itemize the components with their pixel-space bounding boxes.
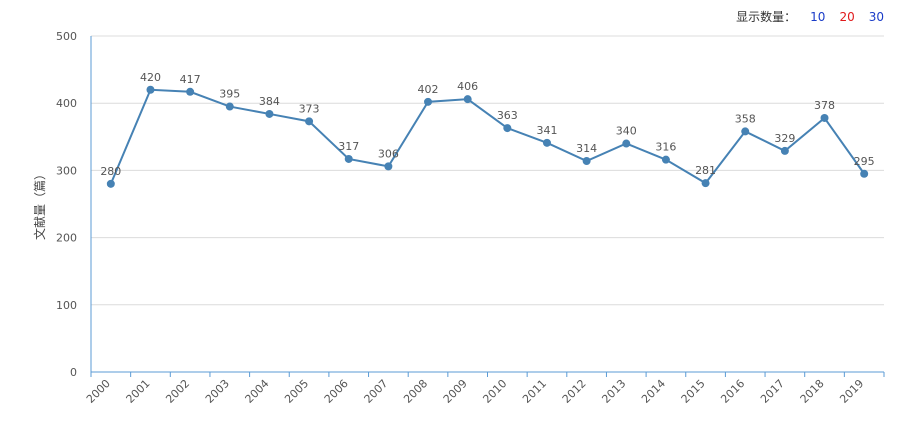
data-label: 280 [100,165,121,178]
data-point [265,109,274,118]
data-label: 358 [735,112,756,125]
x-tick-label: 2000 [84,377,113,406]
display-count-label: 显示数量： [736,10,797,24]
x-tick-label: 2017 [758,377,787,406]
x-tick-label: 2016 [718,377,747,406]
data-point [503,124,512,133]
data-label: 329 [774,132,795,145]
count-option-20[interactable]: 20 [839,9,855,24]
x-tick-label: 2013 [599,377,628,406]
y-tick-label: 400 [56,97,77,110]
data-point [701,179,710,188]
data-label: 420 [140,71,161,84]
y-tick-label: 500 [56,30,77,43]
data-label: 317 [338,140,359,153]
x-tick-label: 2011 [520,377,549,406]
display-count-control: 显示数量： 10 20 30 [736,8,884,25]
data-point [463,95,472,104]
data-point [582,156,591,165]
series [106,85,869,188]
y-axis-label: 文献量（篇） [32,168,47,240]
gridlines [91,35,884,306]
x-tick-label: 2001 [124,377,153,406]
x-tick-label: 2006 [322,377,351,406]
data-point [305,117,314,126]
series-line [109,88,865,185]
data-point [225,102,234,111]
x-tick-label: 2002 [163,377,192,406]
x-tick-label: 2015 [679,377,708,406]
y-tick-labels: 0 100 200 300 400 500 [56,30,77,379]
data-label: 402 [418,83,439,96]
data-label: 363 [497,109,518,122]
data-point [780,146,789,155]
data-label: 341 [536,124,557,137]
data-point [542,138,551,147]
count-option-30[interactable]: 30 [868,9,884,24]
data-label: 306 [378,147,399,160]
data-point [622,139,631,148]
x-tick-label: 2005 [282,377,311,406]
data-point [820,113,829,122]
x-tick-label: 2018 [798,377,827,406]
axes [90,36,885,377]
x-tick-label: 2019 [837,377,866,406]
data-labels: 280 420 417 395 384 373 317 306 402 406 363 341 314 3… [100,71,874,178]
data-label: 378 [814,99,835,112]
data-point [146,85,155,94]
y-tick-label: 0 [70,366,77,379]
data-label: 417 [180,73,201,86]
x-tick-label: 2012 [560,377,589,406]
y-tick-label: 100 [56,299,77,312]
x-tick-label: 2008 [401,377,430,406]
data-label: 406 [457,80,478,93]
data-point [186,87,195,96]
x-tick-label: 2007 [362,377,391,406]
data-point [344,154,353,163]
data-point [384,162,393,171]
data-label: 340 [616,125,637,138]
x-tick-label: 2003 [203,377,232,406]
data-point [661,155,670,164]
y-tick-label: 300 [56,164,77,177]
data-label: 384 [259,95,280,108]
data-label: 295 [854,155,875,168]
data-label: 316 [655,141,676,154]
x-tick-label: 2009 [441,377,470,406]
data-point [860,169,869,178]
data-label: 373 [299,102,320,115]
x-tick-label: 2004 [243,377,272,406]
data-point [741,127,750,136]
x-tick-label: 2014 [639,377,668,406]
data-point [424,97,433,106]
y-tick-label: 200 [56,232,77,245]
data-point [106,179,115,188]
data-label: 314 [576,142,597,155]
data-label: 281 [695,164,716,177]
count-option-10[interactable]: 10 [810,9,826,24]
data-label: 395 [219,88,240,101]
x-tick-label: 2010 [480,377,509,406]
x-tick-labels: 2000 2001 2002 2003 2004 2005 2006 2007 2008 2009… [84,377,866,406]
